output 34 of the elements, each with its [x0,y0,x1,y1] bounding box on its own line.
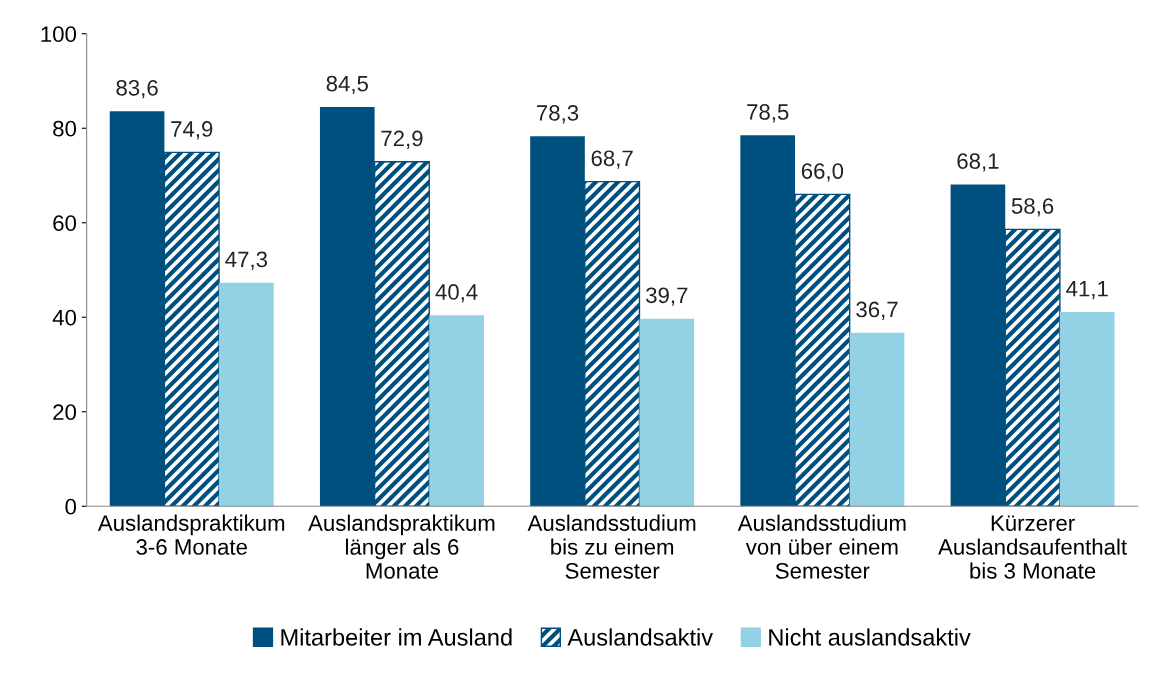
bar [219,282,274,507]
bar [639,318,695,507]
y-tick-label: 60 [53,215,77,232]
data-label: 83,6 [116,80,158,99]
data-label: 39,7 [646,287,688,306]
data-label: 36,7 [856,301,898,320]
data-label: 74,9 [171,121,213,140]
x-tick-label: Auslandspraktikum länger als 6 Monate [308,514,495,579]
bar [1059,312,1115,507]
data-label: 58,6 [1011,198,1054,217]
data-label: 68,7 [591,150,633,169]
x-tick-label: Auslandsstudium von über einem Semester [737,514,906,579]
data-label: 41,1 [1066,281,1108,300]
y-tick-label: 40 [52,309,77,326]
data-label: 78,5 [747,104,789,123]
y-tick-label: 0 [65,498,77,515]
legend-label: Auslandsaktiv [567,628,713,646]
legend-label: Mitarbeiter im Ausland [281,628,512,646]
x-tick-label: Kürzerer Auslandsaufenthalt bis 3 Monate [938,515,1127,579]
y-tick-label: 20 [53,404,77,421]
data-label: 47,3 [225,251,268,270]
x-tick-label: Auslandsstudium bis zu einem Semester [527,514,696,579]
y-tick-label: 100 [41,26,77,43]
y-tick-label: 80 [53,120,77,137]
data-label: 66,0 [801,163,844,182]
bar [849,332,905,507]
legend-label: Nicht auslandsaktiv [769,628,971,646]
data-label: 72,9 [381,130,423,149]
bar [429,315,484,507]
data-label: 68,1 [957,153,999,172]
data-label: 78,3 [537,105,579,124]
data-label: 40,4 [435,284,478,303]
data-label: 84,5 [326,75,368,95]
x-tick-label: Auslandspraktikum 3-6 Monate [97,514,285,555]
